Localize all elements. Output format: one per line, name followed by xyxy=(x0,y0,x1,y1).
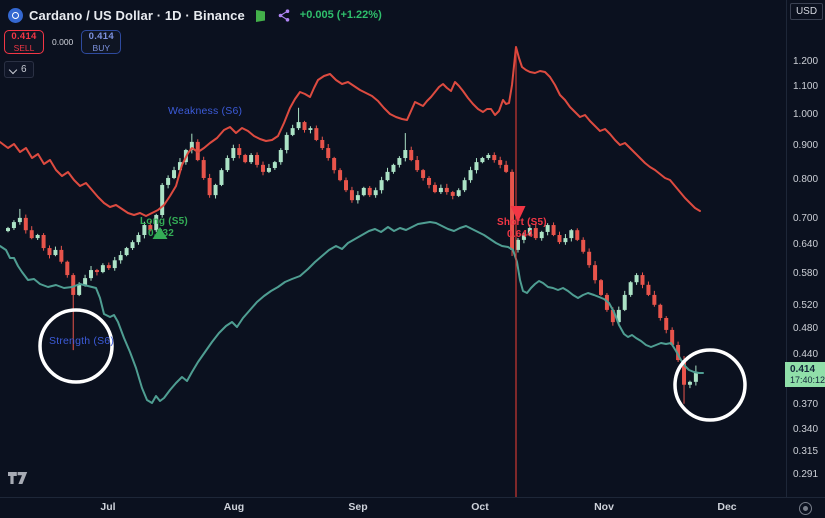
lower-teal-line xyxy=(0,221,704,404)
price-axis[interactable]: USD 1.200 1.100 1.000 0.900 0.800 0.700 0.640 0… xyxy=(785,0,825,497)
long-marker-icon xyxy=(152,227,168,239)
month-label: Dec xyxy=(717,501,737,513)
month-label: Nov xyxy=(594,501,614,513)
buy-label: BUY xyxy=(92,42,111,53)
sell-label: SELL xyxy=(13,42,35,53)
bar-countdown: 17:40:12 xyxy=(790,375,825,385)
chart-legend: Cardano / US Dollar · 1D · Binance +0.00… xyxy=(4,6,382,78)
flag-icon[interactable] xyxy=(255,9,266,22)
circle-drawing-right[interactable] xyxy=(673,348,747,422)
long-signal-label: Long (S5) xyxy=(140,216,188,227)
price-tick-label: 0.800 xyxy=(793,174,819,186)
cardano-logo xyxy=(8,7,23,23)
currency-button[interactable]: USD xyxy=(790,3,823,20)
price-tick-label: 0.480 xyxy=(793,323,819,335)
price-tick-label: 0.700 xyxy=(793,213,819,225)
short-marker-icon xyxy=(510,206,526,222)
object-tree-toggle[interactable]: 6 xyxy=(4,61,34,78)
price-tick-label: 0.640 xyxy=(793,239,819,251)
chevron-down-icon xyxy=(10,66,17,73)
object-tree-count: 6 xyxy=(21,64,27,75)
short-signal-label: Short (S5) xyxy=(497,217,547,228)
price-tick-label: 0.291 xyxy=(793,469,819,481)
spread-value: 0.000 xyxy=(52,37,74,47)
month-label: Jul xyxy=(100,501,116,513)
price-tick-label: 0.315 xyxy=(793,446,819,458)
upper-red-line xyxy=(0,46,701,217)
short-signal-price: 0.644 xyxy=(507,229,534,240)
weakness-annotation[interactable]: Weakness (S6) xyxy=(168,105,243,117)
current-price: 0.414 xyxy=(790,363,816,375)
sell-price: 0.414 xyxy=(11,31,37,43)
month-label: Oct xyxy=(471,501,489,513)
strength-annotation[interactable]: Strength (S6) xyxy=(49,335,115,347)
time-axis[interactable]: Jul Aug Sep Oct Nov Dec xyxy=(0,497,825,518)
share-icon[interactable] xyxy=(278,8,290,22)
price-change: +0.005 (+1.22%) xyxy=(299,9,382,21)
buy-price: 0.414 xyxy=(88,31,114,43)
long-signal-price: 0.732 xyxy=(148,228,175,239)
price-tick-label: 0.370 xyxy=(793,399,819,411)
price-tick-label: 1.100 xyxy=(793,81,819,93)
price-tick-label: 0.520 xyxy=(793,299,819,311)
circle-drawing-left[interactable] xyxy=(38,308,114,384)
sell-button[interactable]: 0.414 SELL xyxy=(4,30,44,54)
scale-settings-icon[interactable] xyxy=(799,502,812,515)
current-price-badge: 0.414 17:40:12 xyxy=(785,361,825,388)
candles-layer xyxy=(6,107,698,404)
price-tick-label: 0.900 xyxy=(793,139,819,151)
price-tick-label: 1.200 xyxy=(793,55,819,67)
price-tick-label: 0.580 xyxy=(793,268,819,280)
month-label: Aug xyxy=(223,501,245,513)
month-label: Sep xyxy=(348,501,368,513)
symbol-title[interactable]: Cardano / US Dollar · 1D · Binance xyxy=(29,7,245,23)
price-tick-label: 0.340 xyxy=(793,424,819,435)
price-tick-label: 0.440 xyxy=(793,348,819,360)
buy-button[interactable]: 0.414 BUY xyxy=(81,30,122,54)
price-tick-label: 1.000 xyxy=(793,109,819,120)
tradingview-logo[interactable] xyxy=(8,472,34,492)
